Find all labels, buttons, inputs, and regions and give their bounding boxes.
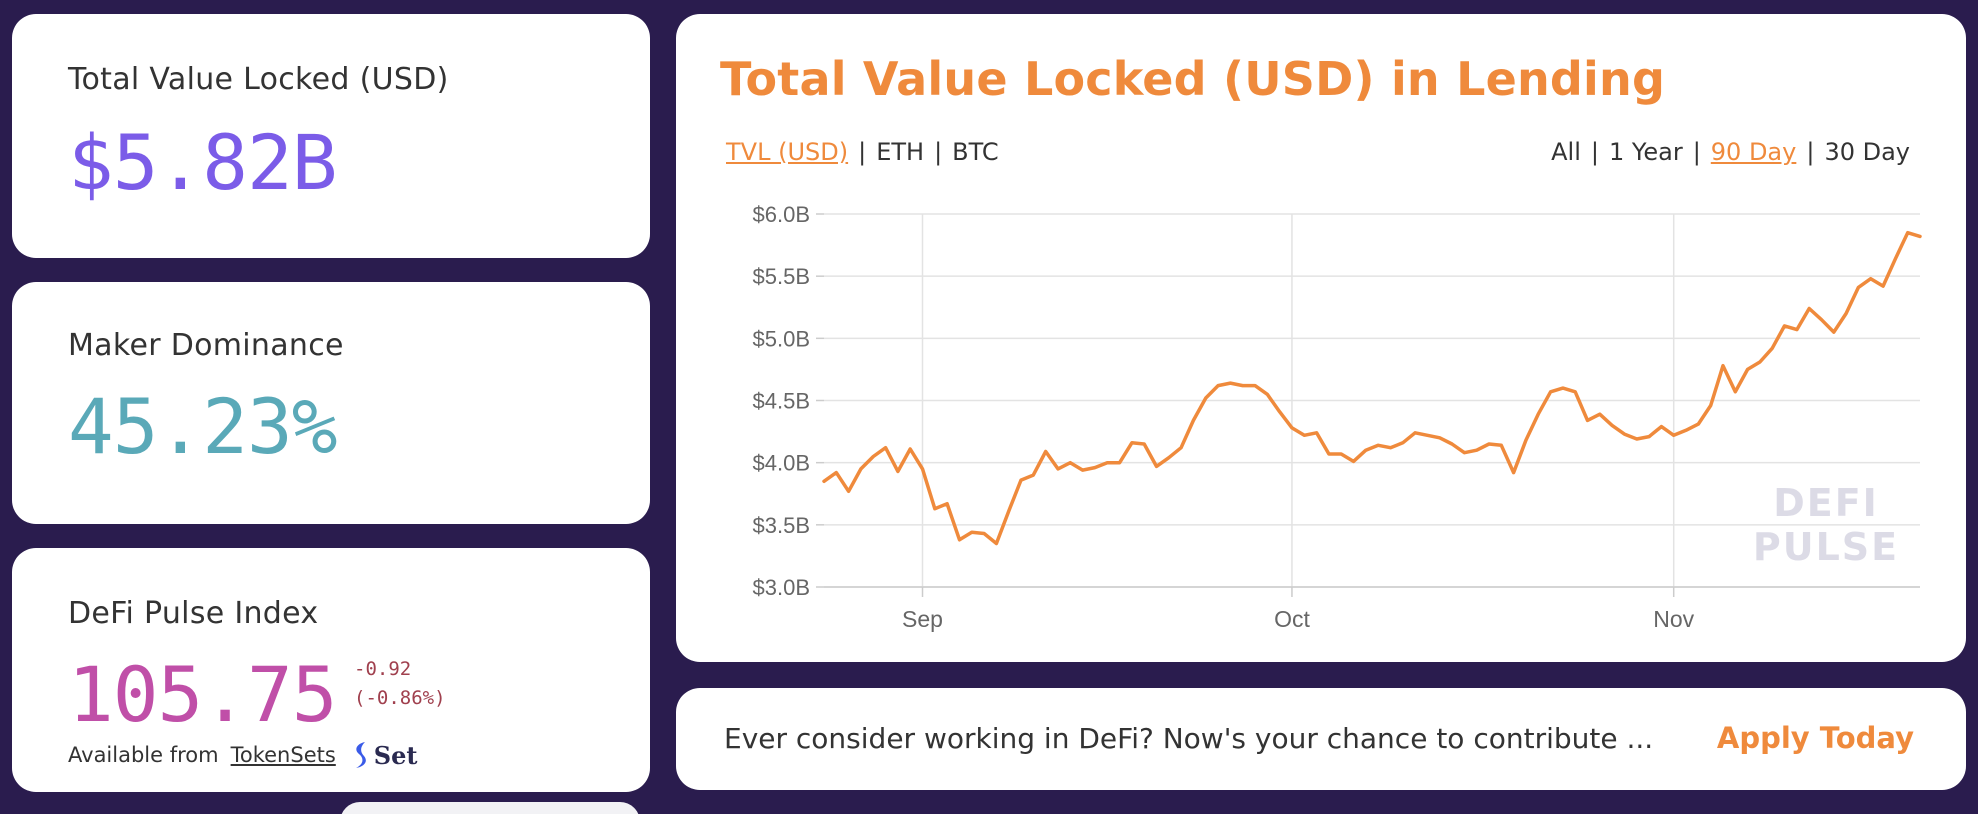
x-tick-label: Oct [1274,606,1310,632]
tvl-card: Total Value Locked (USD) $5.82B [12,14,650,258]
metric-tab-eth[interactable]: ETH [876,138,925,166]
separator: | [1692,138,1701,166]
set-logo[interactable]: Set [352,740,418,770]
metric-tab-tvl-usd[interactable]: TVL (USD) [726,138,849,166]
y-tick-label: $3.0B [753,575,811,600]
range-tab-all[interactable]: All [1551,138,1581,166]
maker-dominance-value: 45.23% [68,382,338,471]
next-card-edge [340,802,640,814]
tokensets-link[interactable]: TokenSets [230,743,336,767]
watermark-line-2: PULSE [1753,525,1899,569]
set-logo-icon [355,742,366,768]
defi-pulse-index-card: DeFi Pulse Index 105.75 -0.92 (-0.86%) A… [12,548,650,792]
chart-title: Total Value Locked (USD) in Lending [720,52,1666,106]
y-tick-label: $5.0B [753,326,811,351]
maker-dominance-label: Maker Dominance [68,328,344,363]
watermark-line-1: DEFI [1773,481,1879,525]
tvl-value: $5.82B [68,118,338,207]
metric-tab-btc[interactable]: BTC [952,138,999,166]
range-tab-30-day[interactable]: 30 Day [1824,138,1910,166]
x-tick-label: Nov [1653,606,1694,632]
y-tick-label: $5.5B [753,264,811,289]
tvl-series-line [822,230,1922,546]
index-value: 105.75 [68,650,338,739]
y-tick-label: $4.5B [753,389,811,414]
apply-today-link[interactable]: Apply Today [1716,721,1914,755]
maker-dominance-card: Maker Dominance 45.23% [12,282,650,524]
index-change-absolute: -0.92 [354,658,412,680]
availability-row: Available from TokenSets Set [68,740,417,770]
jobs-banner-text: Ever consider working in DeFi? Now's you… [724,722,1654,755]
range-toggle: All | 1 Year | 90 Day | 30 Day [1551,138,1910,166]
y-tick-label: $6.0B [753,202,811,227]
separator: | [1806,138,1815,166]
y-tick-label: $4.0B [753,451,811,476]
metric-toggle: TVL (USD) | ETH | BTC [726,138,999,166]
set-logo-text: Set [373,740,418,770]
available-from-text: Available from [68,743,219,767]
separator: | [858,138,867,166]
lending-tvl-chart-card: Total Value Locked (USD) in Lending TVL … [676,14,1966,662]
x-tick-label: Sep [902,606,943,632]
chart-series [822,230,1922,546]
index-label: DeFi Pulse Index [68,596,319,631]
tvl-line-chart[interactable]: $3.0B $3.5B $4.0B $4.5B $5.0B $5.5B $6.0B Sep Oc… [676,14,1966,662]
jobs-banner: Ever consider working in DeFi? Now's you… [676,688,1966,790]
chart-axes: $3.0B $3.5B $4.0B $4.5B $5.0B $5.5B $6.0B Sep Oc… [753,202,1920,632]
separator: | [934,138,943,166]
tvl-label: Total Value Locked (USD) [68,62,449,97]
range-tab-90-day[interactable]: 90 Day [1710,138,1797,166]
y-tick-label: $3.5B [753,513,811,538]
range-tab-1-year[interactable]: 1 Year [1608,138,1683,166]
index-change-percent: (-0.86%) [354,687,446,709]
separator: | [1590,138,1599,166]
